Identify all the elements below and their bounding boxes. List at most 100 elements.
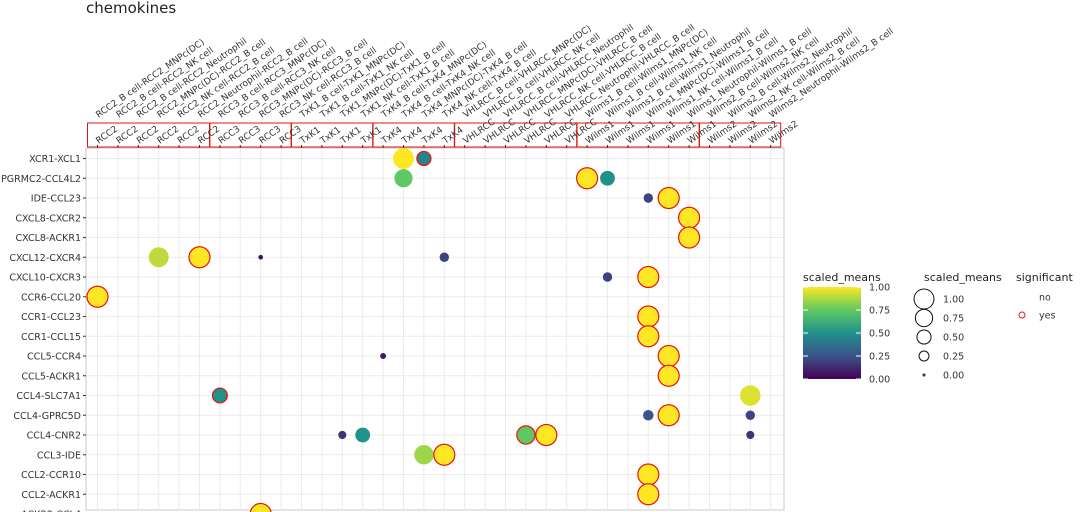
- data-point: [148, 247, 169, 268]
- x-tick-label-short: RCC3: [217, 124, 242, 146]
- data-point: [637, 265, 660, 289]
- size-legend: scaled_means 1.00 0.75 0.50 0.25 0.00: [913, 271, 1002, 382]
- data-point: [643, 410, 654, 421]
- y-tick-label: CXCL12-CXCR4: [9, 253, 81, 264]
- y-tick-label: CCL4-CNR2: [27, 431, 81, 442]
- y-tick-label: CCL5-ACKR1: [21, 371, 81, 382]
- data-point: [258, 254, 264, 260]
- data-point: [677, 206, 701, 229]
- x-tick-label-short: RCC3: [258, 124, 283, 146]
- data-point: [188, 246, 211, 269]
- x-tick-label-short: RCC2: [176, 124, 201, 146]
- y-tick-label: CCL2-ACKR1: [21, 490, 81, 501]
- size-legend-circle: [922, 373, 926, 377]
- size-legend-circle: [914, 308, 934, 328]
- size-legend-label: 0.50: [943, 333, 964, 344]
- y-tick-label: CCL4-SLC7A1: [16, 391, 81, 402]
- y-tick-label: XCR1-XCL1: [29, 154, 81, 165]
- data-point: [338, 430, 347, 440]
- size-legend-label: 1.00: [943, 295, 964, 306]
- gridlines: [86, 148, 784, 510]
- x-tick-label-short: TxK1: [298, 125, 323, 147]
- data-point: [746, 430, 755, 440]
- group-highlight-boxes: [87, 122, 782, 148]
- data-point: [637, 463, 660, 486]
- y-tick-label: CCL3-IDE: [37, 450, 81, 461]
- data-point: [414, 445, 434, 465]
- data-point: [657, 404, 680, 427]
- y-tick-label: CXCL10-CXCR3: [9, 273, 81, 284]
- x-tick-label-short: TxK1: [338, 125, 363, 147]
- y-tick-label: CCL4-GPRC5D: [13, 411, 81, 422]
- data-point: [745, 410, 755, 420]
- color-legend-label: 0.00: [869, 375, 890, 386]
- data-points: [86, 148, 761, 512]
- data-point: [211, 387, 228, 404]
- data-point: [516, 425, 536, 445]
- y-tick-label: CCR1-CCL15: [21, 332, 81, 343]
- data-point: [657, 186, 680, 210]
- color-legend-label: 1.00: [869, 283, 890, 294]
- data-point: [439, 252, 449, 262]
- data-point: [535, 423, 558, 447]
- significance-legend-label: yes: [1039, 311, 1055, 322]
- data-point: [575, 167, 599, 190]
- color-legend-label: 0.50: [869, 329, 890, 340]
- x-tick-label-short: RCC3: [237, 124, 262, 146]
- data-point: [657, 364, 680, 387]
- data-point: [600, 170, 615, 186]
- x-tick-label-short: TxK4: [420, 125, 445, 147]
- color-legend-label: 0.25: [869, 352, 890, 363]
- data-point: [249, 502, 272, 512]
- size-legend-circle: [916, 329, 932, 345]
- x-tick-label-short: RCC2: [94, 124, 119, 146]
- data-point: [740, 385, 761, 406]
- data-point: [380, 353, 387, 359]
- chart-title: chemokines: [86, 0, 176, 17]
- y-tick-label: PGRMC2-CCL4L2: [1, 174, 81, 185]
- y-tick-label: CCL5-CCR4: [27, 352, 81, 363]
- size-legend-circle: [913, 288, 935, 310]
- y-tick-label: CCR1-CCL23: [21, 312, 81, 323]
- significance-legend-label: no: [1039, 293, 1051, 304]
- data-point: [394, 169, 413, 188]
- x-tick-label-short: RCC2: [135, 124, 160, 146]
- data-point: [355, 427, 371, 443]
- y-tick-label: CXCL8-ACKR1: [16, 233, 81, 244]
- x-tick-label-short: RCC2: [115, 124, 140, 146]
- data-point: [637, 483, 660, 506]
- color-legend-label: 0.75: [869, 306, 890, 317]
- x-tick-label-short: RCC2: [156, 124, 181, 146]
- size-legend-label: 0.00: [943, 371, 964, 382]
- significance-legend: significant no yes: [1016, 271, 1073, 322]
- color-legend: scaled_means 1.00 0.75 0.50 0.25 0.00: [803, 271, 890, 386]
- y-tick-label: ACKR2-CCL4: [21, 510, 81, 512]
- data-point: [416, 150, 432, 167]
- data-point: [393, 148, 414, 169]
- y-tick-label: CXCL8-CXCR2: [15, 213, 81, 224]
- size-legend-label: 0.25: [943, 352, 964, 363]
- data-point: [657, 344, 680, 368]
- color-legend-title: scaled_means: [803, 271, 881, 284]
- x-tick-label-short: TxK1: [359, 125, 384, 147]
- x-tick-label-short: TxK1: [318, 125, 343, 147]
- y-axis-labels: XCR1-XCL1 PGRMC2-CCL4L2 IDE-CCL23 CXCL8-CXC…: [1, 154, 86, 512]
- color-bar: [803, 287, 861, 379]
- size-legend-label: 0.75: [943, 314, 964, 325]
- data-point: [86, 285, 109, 308]
- data-point: [433, 443, 456, 466]
- x-tick-label-short: TxK4: [440, 125, 465, 147]
- y-tick-label: CCL2-CCR10: [21, 470, 81, 481]
- size-legend-title: scaled_means: [924, 271, 1002, 284]
- data-point: [677, 226, 701, 249]
- group-box: [699, 122, 782, 148]
- y-tick-label: IDE-CCL23: [31, 194, 81, 205]
- size-legend-circle: [918, 350, 930, 362]
- y-tick-label: CCR6-CCL20: [21, 292, 81, 303]
- data-point: [637, 325, 660, 348]
- x-tick-label-short: TxK4: [379, 125, 404, 147]
- data-point: [637, 305, 660, 328]
- significance-legend-key: [1018, 311, 1026, 319]
- data-point: [643, 193, 653, 203]
